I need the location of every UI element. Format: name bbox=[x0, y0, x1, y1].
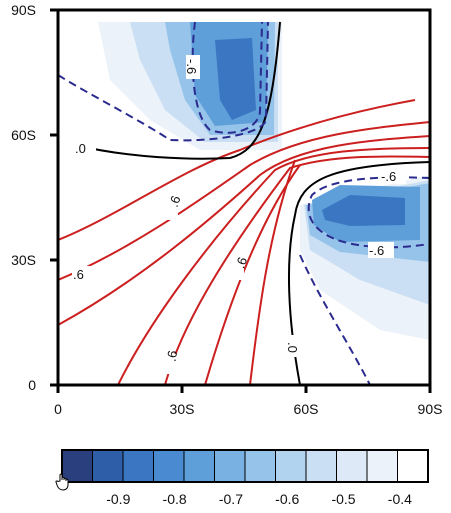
axis-ticks bbox=[50, 8, 432, 393]
colorbar-swatch bbox=[183, 449, 215, 483]
x-tick-label: 90S bbox=[418, 401, 443, 417]
contour-line-positive bbox=[164, 155, 430, 385]
plot-frame bbox=[56, 8, 432, 387]
contour-line-negative bbox=[307, 176, 430, 249]
shaded-regions bbox=[98, 22, 430, 340]
contour-line-positive bbox=[249, 159, 296, 385]
shade-right-5 bbox=[322, 195, 405, 226]
colorbar-swatch bbox=[244, 449, 276, 483]
hand-cursor-icon bbox=[55, 473, 69, 491]
colorbar-tick-label: -0.6 bbox=[275, 491, 299, 507]
y-tick-label: 30S bbox=[11, 252, 36, 268]
y-tick-label: 90S bbox=[11, 2, 36, 18]
colorbar-swatch bbox=[92, 449, 124, 483]
y-tick-label: 60S bbox=[11, 127, 36, 143]
colorbar-tick-label: -0.9 bbox=[106, 491, 130, 507]
contour-line-positive bbox=[58, 121, 430, 281]
colorbar bbox=[61, 449, 429, 483]
colorbar-swatch bbox=[397, 449, 429, 483]
x-tick-label: 30S bbox=[170, 401, 195, 417]
contour-line-positive bbox=[58, 135, 430, 326]
contour-line-positive bbox=[117, 147, 430, 385]
y-tick-label: 0 bbox=[28, 377, 36, 393]
x-tick-label: 0 bbox=[54, 401, 62, 417]
contour-line-negative bbox=[299, 254, 371, 385]
colorbar-swatch bbox=[122, 449, 154, 483]
colorbar-tick-label: -0.8 bbox=[163, 491, 187, 507]
contour-label: -.6 bbox=[369, 243, 384, 258]
contour-line-zero bbox=[287, 161, 430, 385]
x-tick-label: 60S bbox=[294, 401, 319, 417]
contour-line-zero bbox=[74, 21, 281, 160]
contour-label: .0 bbox=[285, 342, 300, 353]
colorbar-outline bbox=[61, 449, 429, 483]
colorbar-swatch bbox=[305, 449, 337, 483]
colorbar-tick-label: -0.7 bbox=[219, 491, 243, 507]
colorbar-tick-label: -0.5 bbox=[331, 491, 355, 507]
contour-label: .6 bbox=[166, 194, 184, 209]
contour-labels: .0 .6 .6 .6 .6 -.6 -.6 -.6 .0 bbox=[72, 55, 406, 374]
contour-line-positive bbox=[58, 99, 416, 241]
colorbar-swatch bbox=[336, 449, 368, 483]
x-axis-labels: 0 30S 60S 90S bbox=[54, 401, 442, 417]
contour-line-negative bbox=[191, 21, 263, 134]
contour-label: .6 bbox=[73, 267, 84, 282]
contour-lines bbox=[58, 21, 430, 385]
colorbar-tick-label: -0.4 bbox=[388, 491, 412, 507]
contour-label: .6 bbox=[232, 255, 250, 270]
colorbar-labels: -0.9 -0.8 -0.7 -0.6 -0.5 -0.4 bbox=[106, 491, 412, 507]
contour-label: -.6 bbox=[184, 59, 199, 74]
contour-label: -.6 bbox=[381, 169, 396, 184]
contour-label: .0 bbox=[75, 141, 86, 156]
shade-upper-left-5 bbox=[215, 38, 256, 120]
colorbar-swatch bbox=[214, 449, 246, 483]
y-axis-labels: 0 30S 60S 90S bbox=[11, 2, 36, 393]
colorbar-swatch bbox=[275, 449, 307, 483]
colorbar-swatch bbox=[153, 449, 185, 483]
colorbar-swatch bbox=[366, 449, 398, 483]
contour-label: .6 bbox=[164, 349, 181, 362]
